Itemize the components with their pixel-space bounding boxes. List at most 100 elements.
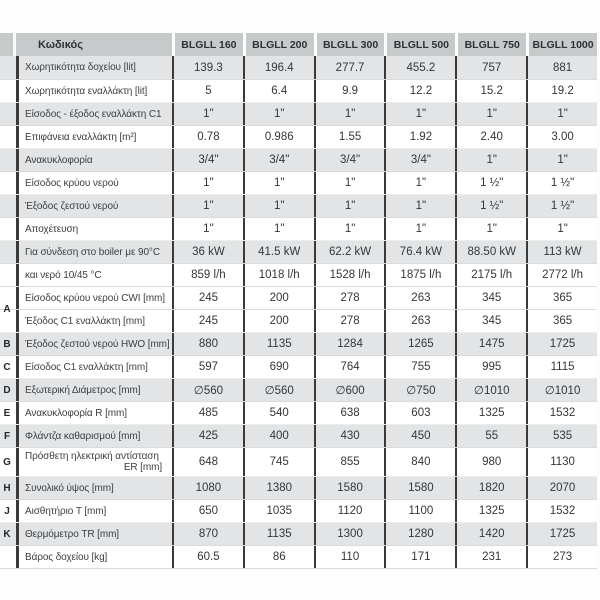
row-label: Αποχέτευση — [16, 218, 172, 240]
table-row: C Είσοδος C1 εναλλάκτη [mm] 597 690 764 755 99… — [0, 355, 597, 378]
value-cell: 1" — [242, 172, 314, 194]
value-cell: 62.2 kW — [313, 241, 385, 263]
row-letter-gutter: B — [0, 333, 16, 355]
table-row: Είσοδος κρύου νερού 1" 1" 1" 1" 1 ½" 1 ½" — [0, 171, 597, 194]
row-letter-gutter — [0, 56, 16, 79]
value-cell: 1820 — [455, 477, 526, 499]
value-cell: 200 — [242, 310, 314, 332]
row-letter-gutter — [0, 103, 16, 125]
value-cell: 690 — [242, 356, 314, 378]
value-cell: 1" — [172, 195, 243, 217]
value-cell: 5 — [172, 80, 243, 102]
header-model-cell: BLGLL 200 — [245, 33, 314, 56]
table-row: D Εξωτερική Διάμετρος [mm] ∅560 ∅560 ∅600 ∅75… — [0, 378, 597, 401]
value-cell: 263 — [384, 287, 455, 309]
table-row: Έξοδος C1 εναλλάκτη [mm] 245 200 278 263 345 3… — [0, 309, 597, 332]
value-cell: 3/4" — [384, 149, 455, 171]
value-cell: 880 — [172, 333, 243, 355]
value-cell: 3/4" — [313, 149, 385, 171]
row-label-line2: ER [mm] — [123, 462, 162, 473]
row-label: Εξωτερική Διάμετρος [mm] — [16, 379, 172, 401]
value-cell: 278 — [313, 310, 385, 332]
value-cell: 485 — [172, 402, 243, 424]
table-row: F Φλάντζα καθαρισμού [mm] 425 400 430 450 55 53… — [0, 424, 597, 447]
value-cell: 1" — [313, 195, 385, 217]
row-letter-gutter: K — [0, 523, 16, 545]
row-letter-gutter — [0, 80, 16, 102]
value-cell: 1 ½" — [526, 195, 597, 217]
table-row: E Ανακυκλοφορία R [mm] 485 540 638 603 1325 153… — [0, 401, 597, 424]
row-label: Αισθητήριο T [mm] — [16, 500, 172, 522]
row-label: Έξοδος C1 εναλλάκτη [mm] — [16, 310, 172, 332]
row-letter: K — [3, 528, 11, 540]
value-cell: 1035 — [242, 500, 314, 522]
value-cell: 1" — [384, 218, 455, 240]
value-cell: 12.2 — [384, 80, 455, 102]
value-cell: 60.5 — [172, 546, 243, 568]
value-cell: 755 — [384, 356, 455, 378]
value-cell: 1580 — [384, 477, 455, 499]
value-cell: 1018 l/h — [242, 264, 314, 286]
value-cell: 1725 — [526, 333, 597, 355]
row-label: Φλάντζα καθαρισμού [mm] — [16, 425, 172, 447]
value-cell: 0.78 — [172, 126, 243, 148]
row-letter: E — [3, 407, 11, 419]
value-cell: 995 — [455, 356, 526, 378]
value-cell: 1532 — [526, 500, 597, 522]
value-cell: 855 — [313, 448, 385, 476]
value-cell: 535 — [526, 425, 597, 447]
row-letter-gutter: H — [0, 477, 16, 499]
value-cell: 1875 l/h — [384, 264, 455, 286]
header-model-cell: BLGLL 750 — [458, 33, 527, 56]
value-cell: 1" — [384, 195, 455, 217]
value-cell: 1580 — [313, 477, 385, 499]
value-cell: 1" — [242, 218, 314, 240]
row-label: Είσοδος C1 εναλλάκτη [mm] — [16, 356, 172, 378]
value-cell: 430 — [313, 425, 385, 447]
value-cell: 1080 — [172, 477, 243, 499]
value-cell: 425 — [172, 425, 243, 447]
header-model-cell: BLGLL 160 — [175, 33, 243, 56]
value-cell: 1" — [455, 218, 526, 240]
value-cell: 1" — [313, 103, 385, 125]
table-row: και νερό 10/45 °C 859 l/h 1018 l/h 1528 l/h… — [0, 263, 597, 286]
row-label: Έξοδος ζεστού νερού — [16, 195, 172, 217]
row-label: Ανακυκλοφορία — [16, 149, 172, 171]
value-cell: 19.2 — [526, 80, 597, 102]
value-cell: 1 ½" — [455, 172, 526, 194]
value-cell: 859 l/h — [172, 264, 243, 286]
value-cell: ∅600 — [313, 379, 385, 401]
row-label: Επιφάνεια εναλλάκτη [m²] — [16, 126, 172, 148]
value-cell: 171 — [384, 546, 455, 568]
row-letter-gutter — [0, 172, 16, 194]
row-letter-gutter — [0, 218, 16, 240]
value-cell: 278 — [313, 287, 385, 309]
value-cell: 1" — [172, 103, 243, 125]
table-row: Αποχέτευση 1" 1" 1" 1" 1" 1" — [0, 217, 597, 240]
row-letter-gutter — [0, 126, 16, 148]
value-cell: 200 — [242, 287, 314, 309]
value-cell: 840 — [384, 448, 455, 476]
value-cell: 1475 — [455, 333, 526, 355]
value-cell: 345 — [455, 287, 526, 309]
header-model-cell: BLGLL 1000 — [529, 33, 597, 56]
table-row: Ανακυκλοφορία 3/4" 3/4" 3/4" 3/4" 1" 1" — [0, 148, 597, 171]
value-cell: 1284 — [313, 333, 385, 355]
row-letter-gutter: F — [0, 425, 16, 447]
value-cell: ∅1010 — [455, 379, 526, 401]
value-cell: 245 — [172, 287, 243, 309]
row-letter-gutter: G — [0, 448, 16, 476]
value-cell: ∅560 — [172, 379, 243, 401]
value-cell: 2175 l/h — [455, 264, 526, 286]
row-letter-gutter — [0, 195, 16, 217]
value-cell: 1.92 — [384, 126, 455, 148]
row-letter-gutter — [0, 264, 16, 286]
row-letter: C — [3, 361, 11, 373]
value-cell: 597 — [172, 356, 243, 378]
row-letter: A — [3, 304, 11, 315]
row-label: Είσοδος κρύου νερού CWI [mm] — [16, 287, 172, 309]
value-cell: 6.4 — [242, 80, 314, 102]
row-label: Πρόσθετη ηλεκτρική αντίσταση — [25, 450, 159, 462]
table-row: Βάρος δοχείου [kg] 60.5 86 110 171 231 273 — [0, 545, 597, 568]
header-model-cell: BLGLL 300 — [316, 33, 385, 56]
